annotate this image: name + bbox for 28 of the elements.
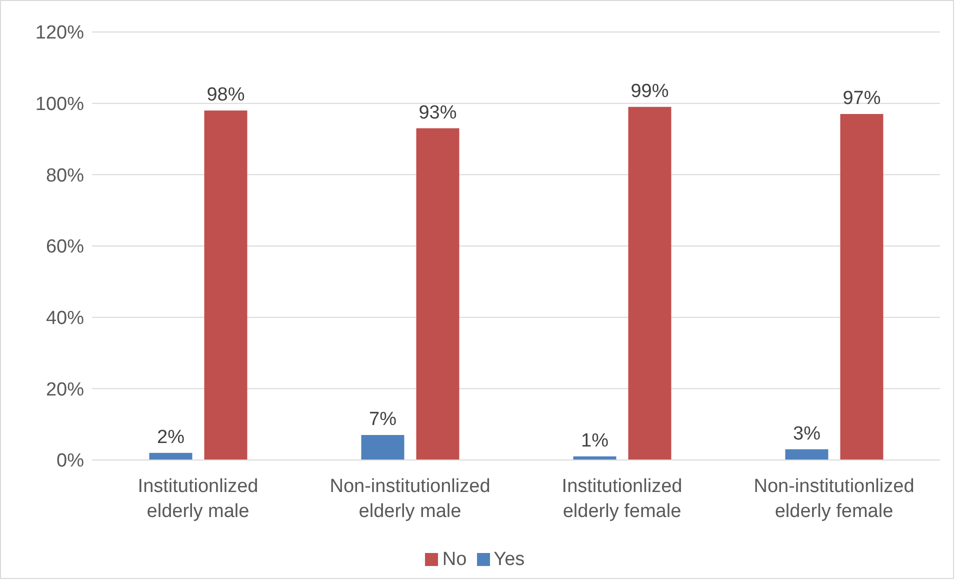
bar [785, 449, 828, 460]
y-tick-label: 20% [46, 379, 84, 400]
x-tick-label: Non-institutionlized elderly female [754, 476, 914, 522]
data-label: 99% [630, 80, 669, 102]
y-tick-label: 100% [35, 94, 84, 116]
data-label: 2% [157, 426, 185, 448]
data-label: 98% [206, 84, 245, 106]
bar [628, 106, 672, 460]
bar [204, 110, 248, 460]
y-tick-label: 120% [35, 22, 84, 44]
legend-label: Yes [494, 549, 525, 570]
data-label: 93% [418, 102, 457, 124]
x-tick-label: Non-institutionlized elderly male [330, 476, 490, 522]
x-tick-label: Institutionlized elderly male [138, 476, 258, 522]
data-label: 3% [793, 423, 821, 444]
y-tick-label: 40% [46, 308, 84, 330]
bar [361, 435, 404, 460]
bar [840, 114, 884, 460]
y-tick-label: 80% [46, 165, 84, 186]
y-tick-label: 60% [46, 236, 84, 258]
data-label: 1% [581, 430, 609, 452]
x-tick-label: Institutionlized elderly female [562, 476, 682, 522]
y-tick-label: 0% [56, 450, 84, 472]
bar [416, 128, 460, 460]
data-label: 97% [842, 88, 881, 110]
bar [149, 452, 192, 460]
data-label: 7% [369, 409, 397, 430]
legend-label: No [442, 549, 467, 570]
